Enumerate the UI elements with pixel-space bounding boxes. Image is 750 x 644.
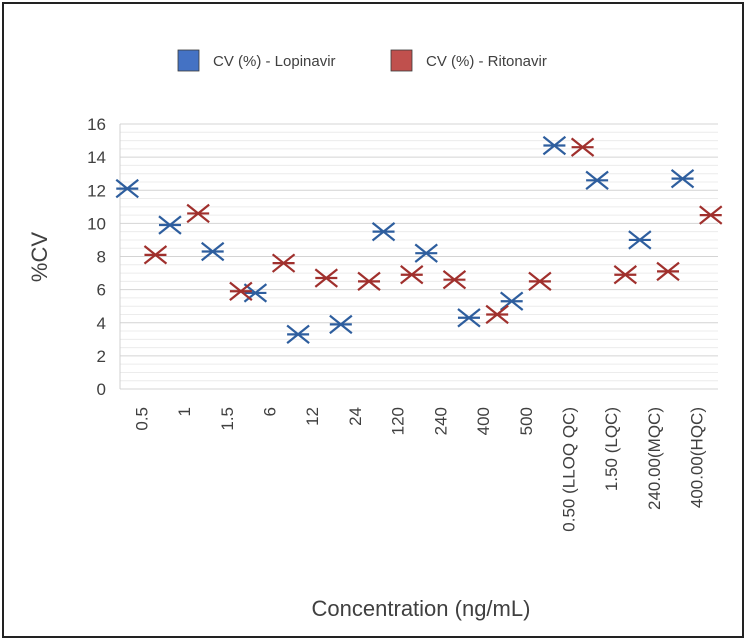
point-lopinavir (115, 178, 139, 199)
point-lopinavir (243, 283, 268, 303)
point-lopinavir (371, 221, 396, 242)
point-lopinavir (585, 170, 609, 190)
legend-swatch (390, 49, 413, 72)
point-ritonavir (271, 253, 296, 273)
point-lopinavir (414, 243, 438, 263)
x-tick-label: 1 (175, 407, 194, 416)
data-points (115, 135, 723, 345)
legend-swatch (177, 49, 200, 72)
x-tick-label: 120 (389, 407, 408, 435)
point-lopinavir (628, 230, 652, 250)
point-ritonavir (442, 270, 467, 290)
x-tick-label: 240.00(MQC) (645, 407, 664, 510)
point-lopinavir (457, 308, 481, 328)
gridlines (119, 123, 718, 390)
point-ritonavir (570, 137, 595, 157)
point-ritonavir (314, 268, 338, 288)
y-tick-label: 8 (97, 248, 106, 267)
point-lopinavir (329, 314, 353, 335)
y-axis-ticks: 0 2 4 6 8 10 12 14 16 (87, 115, 106, 399)
y-tick-label: 6 (97, 281, 106, 300)
point-lopinavir (201, 241, 225, 262)
x-tick-label: 24 (346, 407, 365, 426)
point-ritonavir (485, 304, 509, 325)
y-tick-label: 16 (87, 115, 106, 134)
x-tick-label: 1.50 (LQC) (602, 407, 621, 491)
point-ritonavir (229, 281, 253, 301)
x-tick-label: 0.50 (LLOQ QC) (560, 407, 579, 532)
x-tick-label: 12 (303, 407, 322, 426)
point-lopinavir (286, 324, 310, 345)
point-ritonavir (528, 271, 552, 292)
y-tick-label: 14 (87, 148, 106, 167)
point-ritonavir (613, 265, 637, 285)
x-tick-label: 500 (517, 407, 536, 435)
y-tick-label: 4 (97, 314, 106, 333)
point-ritonavir (656, 261, 680, 282)
point-lopinavir (500, 291, 524, 311)
x-tick-label: 240 (431, 407, 450, 435)
chart-frame (2, 2, 744, 638)
point-ritonavir (699, 205, 723, 225)
x-tick-label: 400.00(HQC) (688, 407, 707, 508)
point-ritonavir (186, 203, 210, 224)
x-tick-label: 400 (474, 407, 493, 435)
y-tick-label: 12 (87, 181, 106, 200)
y-tick-label: 10 (87, 214, 106, 233)
x-tick-label: 1.5 (218, 407, 237, 431)
y-tick-label: 2 (97, 347, 106, 366)
point-ritonavir (357, 271, 381, 292)
point-lopinavir (158, 215, 182, 235)
point-ritonavir (400, 265, 424, 285)
x-tick-label: 0.5 (132, 407, 151, 431)
point-lopinavir (542, 135, 567, 156)
legend-label: CV (%) - Ritonavir (426, 53, 547, 70)
y-tick-label: 0 (97, 380, 106, 399)
point-ritonavir (143, 245, 168, 265)
x-axis-title: Concentration (ng/mL) (312, 596, 531, 621)
legend: CV (%) - Lopinavir CV (%) - Ritonavir (177, 49, 547, 72)
x-tick-label: 6 (261, 407, 280, 416)
point-lopinavir (670, 168, 695, 189)
legend-label: CV (%) - Lopinavir (213, 53, 336, 70)
x-axis-ticks: 0.5 1 1.5 6 12 24 120 240 400 500 0.50 (LLOQ QC) 1.… (132, 407, 706, 532)
y-axis-title: %CV (27, 232, 52, 282)
